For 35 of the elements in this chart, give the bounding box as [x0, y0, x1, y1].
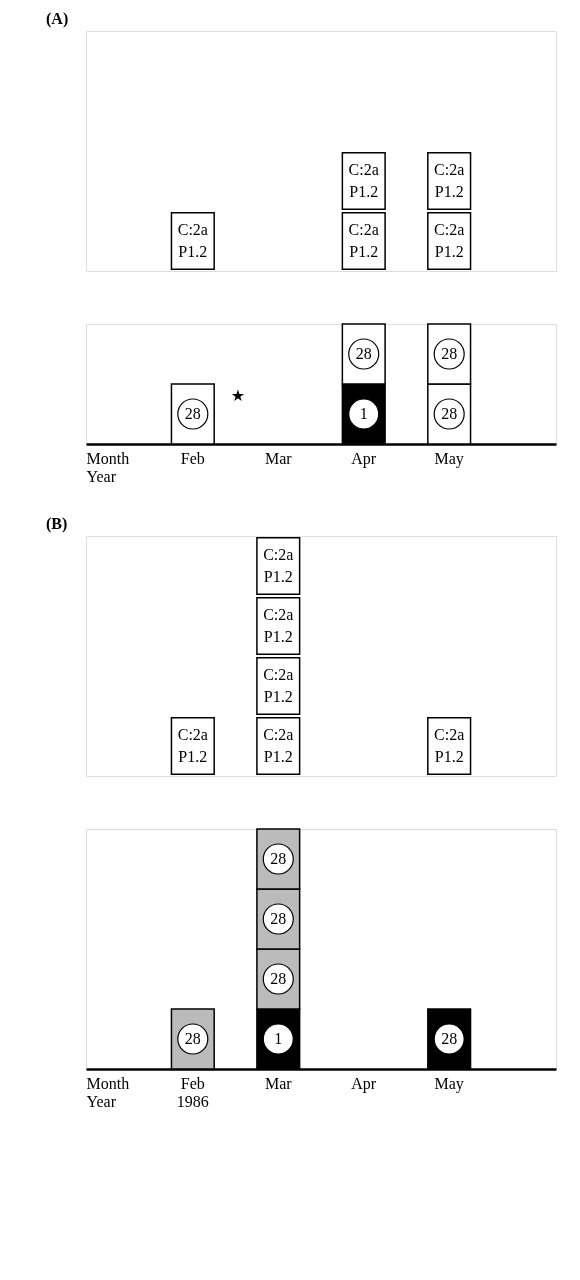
annotation: 28	[441, 345, 458, 362]
annotation: 28	[441, 1030, 458, 1047]
text: C:2a P1.2	[177, 726, 208, 765]
x-tick-label: Mar	[264, 449, 293, 467]
x-tick-label: Feb 1986	[176, 1074, 209, 1110]
annotation: 28	[355, 345, 372, 362]
text: C:2a P1.2	[263, 606, 294, 645]
x-tick-label: Feb	[180, 449, 205, 467]
text: C:2a P1.2	[348, 161, 379, 200]
text: C:2a P1.2	[263, 726, 294, 765]
text: C:2a P1.2	[434, 726, 465, 765]
x-tick-label: May	[434, 449, 464, 468]
text: C:2a P1.2	[434, 161, 465, 200]
annotation: ★	[230, 386, 246, 405]
text: C:2a P1.2	[348, 221, 379, 260]
text: C:2a P1.2	[263, 546, 294, 585]
annotation: 1	[359, 405, 368, 422]
x-tick-label: Mar	[264, 1074, 293, 1092]
annotation: 28	[184, 1030, 201, 1047]
x-tick-label: May	[434, 1074, 464, 1093]
chart-title: (B)	[46, 515, 68, 533]
annotation: 28	[270, 910, 287, 927]
text: C:2a P1.2	[177, 221, 208, 260]
annotation: 1	[274, 1030, 283, 1047]
x-tick-label: Apr	[351, 449, 377, 468]
x-axis-title: Month Year	[86, 449, 130, 485]
chart-title: (A)	[46, 10, 69, 28]
x-tick-label: Apr	[351, 1074, 377, 1093]
annotation: 28	[441, 405, 458, 422]
text: C:2a P1.2	[434, 221, 465, 260]
x-axis-title: Month Year	[86, 1074, 130, 1110]
text: C:2a P1.2	[263, 666, 294, 705]
annotation: 28	[184, 405, 201, 422]
annotation: 28	[270, 970, 287, 987]
annotation: 28	[270, 850, 287, 867]
